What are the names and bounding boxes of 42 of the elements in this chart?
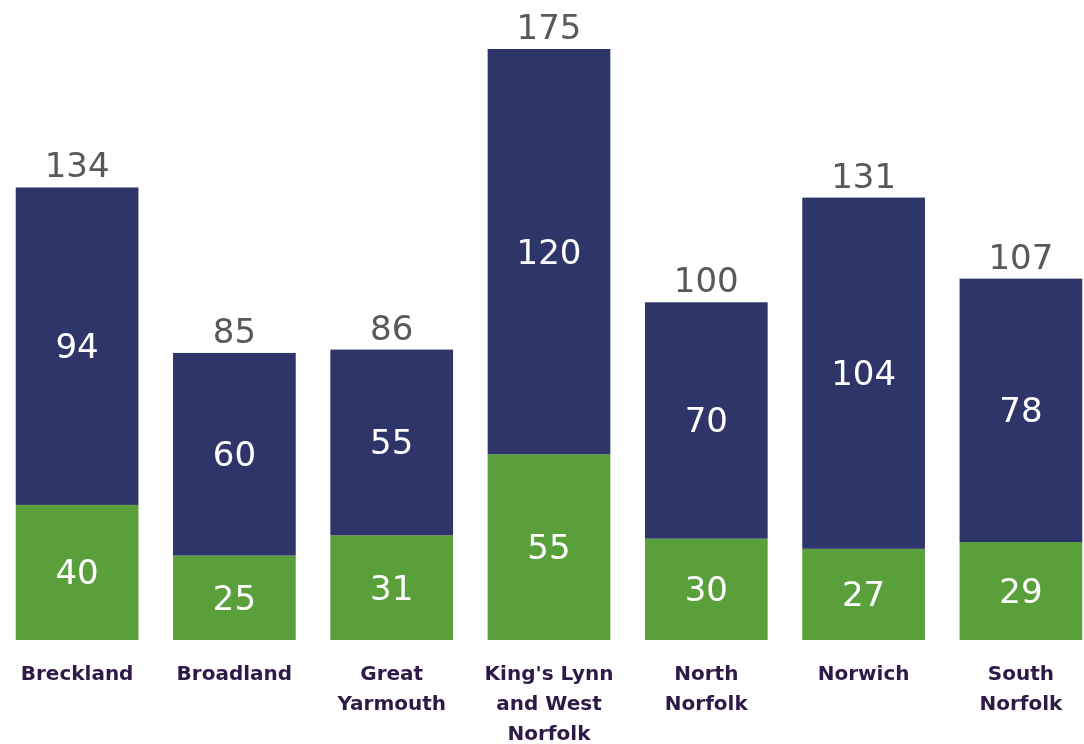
- data-label: 120: [516, 231, 582, 272]
- x-tick-label: Norwich: [817, 661, 910, 685]
- bar: [15, 504, 139, 640]
- data-label: 94: [55, 326, 99, 367]
- x-tick-label: King's Lynn and West Norfolk: [484, 661, 614, 744]
- bar: [802, 548, 925, 640]
- total-label: 134: [44, 145, 110, 186]
- total-label: 107: [988, 236, 1054, 277]
- x-tick-label: Breckland: [20, 661, 134, 685]
- total-label: 86: [370, 307, 414, 348]
- x-tick-label: Great Yarmouth: [336, 661, 447, 715]
- data-label: 31: [370, 567, 414, 608]
- bar: [644, 302, 768, 539]
- data-label: 30: [684, 569, 728, 610]
- x-tick-label: Broadland: [176, 661, 293, 685]
- data-label: 70: [684, 400, 728, 441]
- data-label: 27: [841, 574, 886, 615]
- data-label: 60: [212, 434, 257, 475]
- bar: [173, 352, 296, 556]
- x-tick-label: North Norfolk: [664, 661, 749, 715]
- data-label: 104: [831, 353, 897, 394]
- bar: [173, 555, 296, 640]
- bar: [959, 278, 1083, 543]
- bar: [802, 197, 925, 549]
- bar: [959, 542, 1083, 640]
- data-label: 55: [370, 422, 414, 463]
- total-label: 131: [831, 155, 897, 196]
- data-label: 55: [527, 527, 571, 568]
- bar: [330, 349, 454, 536]
- bar: [487, 454, 611, 640]
- data-label: 78: [999, 390, 1043, 431]
- total-label: 85: [212, 310, 257, 351]
- total-label: 100: [673, 260, 739, 301]
- bar: [330, 535, 454, 640]
- bar: [15, 187, 139, 505]
- x-tick-label: South Norfolk: [979, 661, 1064, 715]
- bar: [487, 49, 611, 455]
- data-label: 25: [212, 577, 257, 618]
- data-label: 40: [55, 552, 99, 593]
- bar: [644, 538, 768, 640]
- total-label: 175: [516, 7, 582, 47]
- data-label: 29: [999, 570, 1043, 611]
